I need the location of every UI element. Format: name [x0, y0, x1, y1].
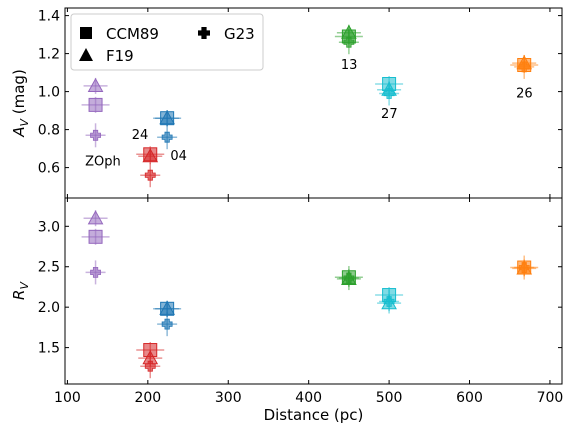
x-tick-label: 500 — [376, 390, 403, 406]
legend-item-g23: G23 — [198, 25, 255, 43]
y-axis-label: AV (mag) — [10, 69, 31, 138]
legend-label: CCM89 — [106, 25, 159, 43]
point-g23 — [144, 169, 156, 181]
legend-box — [70, 13, 264, 71]
legend-item-ccm89: CCM89 — [80, 25, 159, 43]
y-tick-label: 0.6 — [38, 161, 60, 177]
y-tick-label: 0.8 — [38, 123, 60, 139]
legend: CCM89 F19 G23 — [70, 13, 264, 71]
legend-label: G23 — [224, 25, 255, 43]
y-tick-label: 1.0 — [38, 85, 60, 101]
point-g23 — [161, 131, 173, 143]
x-tick-label: 300 — [215, 390, 242, 406]
cloud-label: 27 — [381, 107, 398, 122]
x-tick-label: 600 — [456, 390, 483, 406]
point-ccm89 — [341, 29, 356, 44]
point-ccm89 — [143, 147, 158, 162]
point-g23 — [90, 129, 101, 141]
cloud-24 — [136, 146, 165, 188]
legend-label: F19 — [106, 47, 134, 65]
cloud-27 — [375, 287, 404, 314]
legend-marker-plus — [198, 27, 210, 39]
y-tick-label: 1.5 — [38, 341, 60, 357]
legend-marker-square — [80, 27, 92, 39]
cloud-label: 24 — [132, 128, 149, 143]
point-ccm89 — [143, 343, 158, 358]
cloud-26 — [510, 54, 539, 79]
y-tick-label: 2.5 — [38, 260, 60, 276]
point-ccm89 — [88, 97, 103, 112]
y-tick-label: 3.0 — [38, 219, 60, 235]
panel-frame — [64, 197, 563, 385]
point-ccm89 — [382, 288, 397, 303]
cloud-04 — [153, 110, 182, 150]
cloud-13 — [334, 266, 363, 291]
x-axis-label: Distance (pc) — [264, 406, 364, 424]
point-ccm89 — [341, 270, 356, 285]
cloud-label: ZOph — [85, 155, 121, 170]
cloud-label: 13 — [341, 58, 358, 73]
cloud-13 — [334, 24, 363, 55]
y-axis-label: RV — [10, 281, 31, 300]
cloud-ZOph — [81, 77, 110, 148]
x-tick-label: 400 — [295, 390, 322, 406]
y-tick-label: 2.0 — [38, 300, 60, 316]
x-tick-label: 700 — [537, 390, 564, 406]
point-ccm89 — [517, 58, 532, 72]
point-ccm89 — [517, 260, 532, 275]
point-ccm89 — [382, 77, 397, 91]
x-tick-label: 100 — [54, 390, 81, 406]
point-g23 — [161, 318, 173, 330]
point-ccm89 — [88, 229, 103, 244]
legend-marker-triangle — [79, 48, 93, 61]
y-tick-label: 1.4 — [38, 9, 60, 25]
cloud-ZOph — [81, 210, 110, 285]
cloud-04 — [153, 300, 182, 337]
point-f19 — [87, 77, 104, 92]
point-f19 — [87, 210, 104, 225]
point-g23 — [90, 267, 101, 278]
cloud-27 — [375, 76, 404, 106]
cloud-label: 26 — [516, 86, 533, 101]
panel-2: 1.5 2.0 2.5 3.0 RV — [10, 197, 563, 385]
point-ccm89 — [160, 111, 175, 126]
x-tick-label: 200 — [134, 390, 161, 406]
cloud-label: 04 — [170, 149, 187, 164]
y-tick-label: 1.2 — [38, 47, 60, 63]
panel-1: 0.6 0.8 1.0 1.2 1.4 AV (mag) ZOph 24 04 13 27 26 — [10, 7, 563, 199]
legend-item-f19: F19 — [79, 47, 134, 65]
cloud-26 — [510, 255, 539, 280]
cloud-24 — [136, 342, 165, 379]
point-ccm89 — [160, 301, 175, 316]
